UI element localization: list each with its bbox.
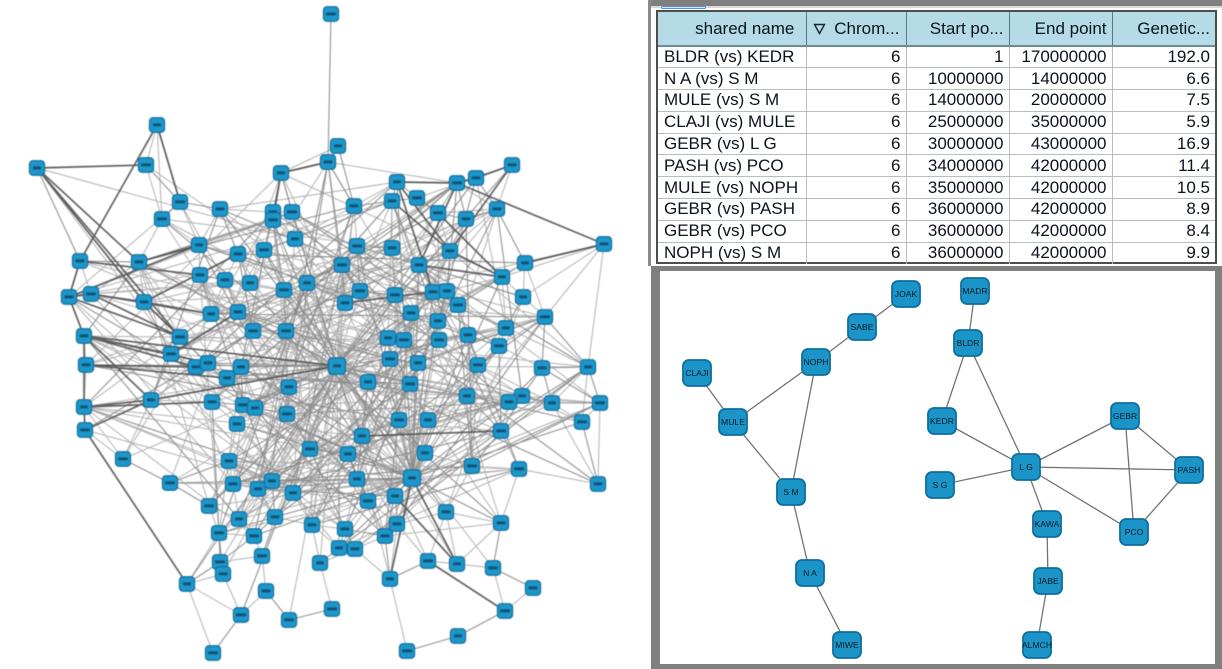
svg-text:BLDR: BLDR xyxy=(957,338,980,348)
svg-text:S M: S M xyxy=(783,487,798,497)
svg-text:MIWE: MIWE xyxy=(835,640,859,650)
svg-text:MULE: MULE xyxy=(721,417,745,427)
svg-text:PCO: PCO xyxy=(1125,527,1144,537)
svg-text:SABE: SABE xyxy=(851,322,874,332)
svg-text:GEBR: GEBR xyxy=(1113,411,1137,421)
svg-text:KEDR: KEDR xyxy=(930,416,954,426)
svg-text:JABE: JABE xyxy=(1037,576,1059,586)
svg-text:S G: S G xyxy=(933,480,948,490)
svg-text:CLAJI: CLAJI xyxy=(685,368,708,378)
svg-text:JOAK: JOAK xyxy=(895,289,918,299)
svg-text:ALMCH: ALMCH xyxy=(1022,640,1052,650)
svg-text:PASH: PASH xyxy=(1178,465,1201,475)
svg-text:L G: L G xyxy=(1019,462,1033,472)
svg-text:NOPH: NOPH xyxy=(804,357,829,367)
svg-text:MADR: MADR xyxy=(962,286,987,296)
svg-text:KAWA: KAWA xyxy=(1035,519,1060,529)
svg-text:N A: N A xyxy=(803,568,817,578)
